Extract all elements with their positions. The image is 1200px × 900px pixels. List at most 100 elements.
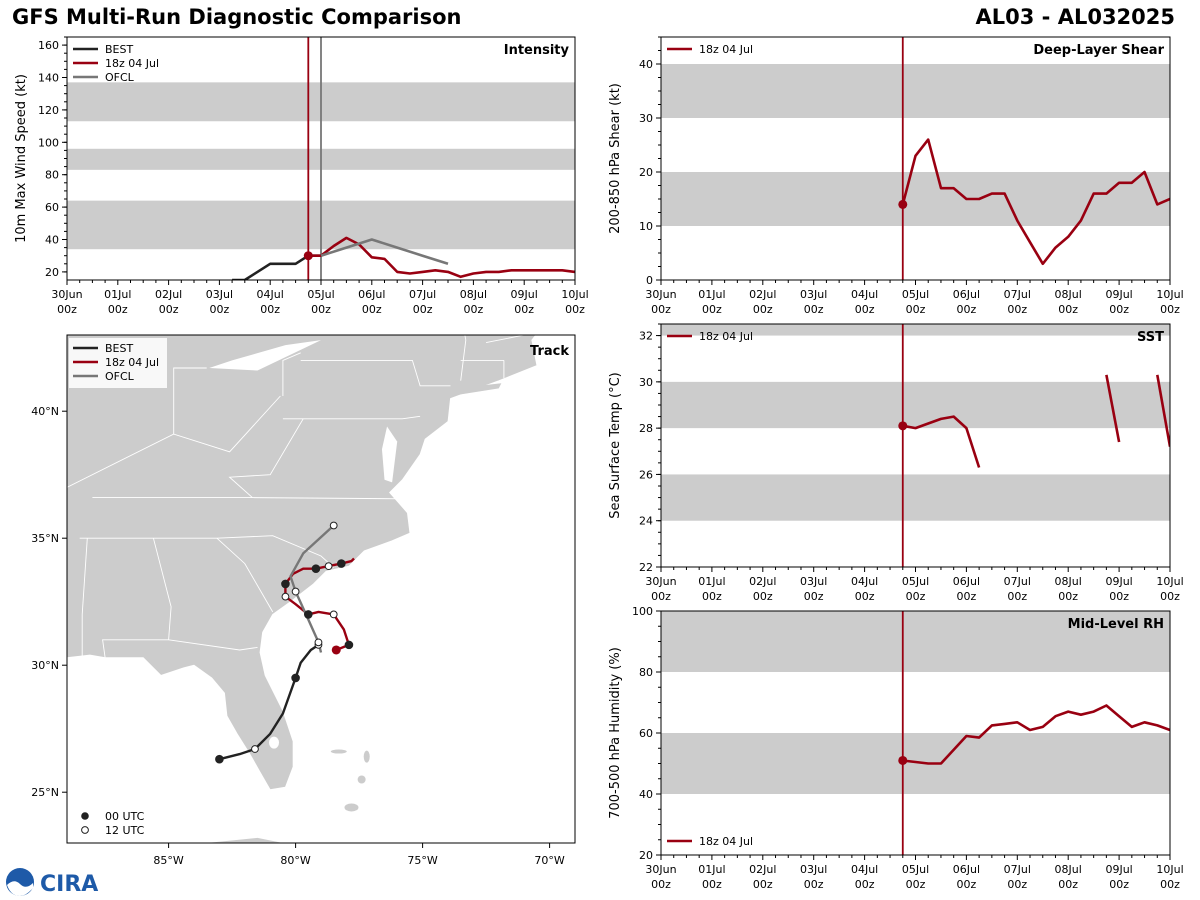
marker-legend-12utc xyxy=(81,826,89,834)
intensity-start-point xyxy=(303,251,313,261)
shear-xtick-hour: 00z xyxy=(804,303,824,316)
sst-series-run xyxy=(902,415,981,468)
sst-ytick-label: 30 xyxy=(639,376,653,389)
intensity-legend-label-ofcl: OFCL xyxy=(105,71,135,84)
rh-xtick-hour: 00z xyxy=(1109,878,1129,891)
intensity-xtick-hour: 00z xyxy=(260,303,280,316)
sst-plot-area xyxy=(661,324,1170,567)
track-map-area xyxy=(67,335,538,843)
intensity-xtick-hour: 00z xyxy=(565,303,585,316)
intensity-xtick-hour: 00z xyxy=(159,303,179,316)
shear-ytick-label: 10 xyxy=(639,220,653,233)
rh-xtick-hour: 00z xyxy=(753,878,773,891)
rh-title: Mid-Level RH xyxy=(1068,617,1164,632)
sst-xtick-date: 07Jul xyxy=(1004,575,1031,588)
lake-okeechobee xyxy=(269,736,280,749)
bahamas-island xyxy=(344,803,359,812)
shear-xtick-date: 10Jul xyxy=(1156,288,1183,301)
shear-xtick-date: 07Jul xyxy=(1004,288,1031,301)
intensity-xtick-hour: 00z xyxy=(362,303,382,316)
rh-xtick-hour: 00z xyxy=(702,878,722,891)
shear-ylabel: 200-850 hPa Shear (kt) xyxy=(608,83,623,234)
state-border xyxy=(67,395,281,488)
sst-series-run xyxy=(1105,374,1121,443)
intensity-ytick-label: 20 xyxy=(45,266,59,279)
sst-xtick-date: 08Jul xyxy=(1055,575,1082,588)
track-line-run xyxy=(284,557,355,652)
sst-title: SST xyxy=(1137,330,1164,345)
state-border xyxy=(491,335,492,336)
intensity-xtick-date: 06Jul xyxy=(358,288,385,301)
state-border xyxy=(486,335,526,344)
intensity-xtick-hour: 00z xyxy=(210,303,230,316)
state-border xyxy=(300,359,451,387)
shear-xtick-hour: 00z xyxy=(753,303,773,316)
intensity-xtick-date: 08Jul xyxy=(460,288,487,301)
sst-xtick-date: 04Jul xyxy=(851,575,878,588)
rh-xtick-date: 02Jul xyxy=(749,863,776,876)
track-ytick-label: 40°N xyxy=(31,405,59,418)
bahamas-island xyxy=(363,750,370,763)
cira-logo-text: CIRA xyxy=(40,872,98,897)
sst-xtick-hour: 00z xyxy=(702,590,722,603)
sst-legend-label-run: 18z 04 Jul xyxy=(699,330,753,343)
sst-ytick-label: 28 xyxy=(639,422,653,435)
bahamas-island xyxy=(330,749,347,754)
track-point-12utc xyxy=(324,562,333,571)
intensity-xtick-hour: 00z xyxy=(464,303,484,316)
noaa-wave-icon xyxy=(7,881,33,896)
shear-start-point xyxy=(898,199,908,209)
sst-xtick-hour: 00z xyxy=(1109,590,1129,603)
rh-xtick-date: 03Jul xyxy=(800,863,827,876)
sst-ytick-label: 24 xyxy=(639,515,653,528)
track-point-00utc xyxy=(215,754,224,764)
intensity-series-run xyxy=(308,236,575,279)
rh-xtick-date: 30Jun xyxy=(645,863,676,876)
track-xtick-label: 85°W xyxy=(153,854,183,867)
shear-xtick-hour: 00z xyxy=(1160,303,1180,316)
rh-xtick-date: 10Jul xyxy=(1156,863,1183,876)
track-legend-label-best: BEST xyxy=(105,342,133,355)
intensity-series-ofcl xyxy=(320,238,449,266)
state-border xyxy=(282,415,421,420)
track-xtick-label: 70°W xyxy=(534,854,564,867)
shear-xtick-hour: 00z xyxy=(1109,303,1129,316)
sst-ytick-label: 32 xyxy=(639,330,653,343)
chesapeake-bay xyxy=(381,426,398,483)
rh-ytick-label: 60 xyxy=(639,727,653,740)
sst-ytick-label: 22 xyxy=(639,561,653,574)
sst-xtick-hour: 00z xyxy=(906,590,926,603)
rh-xtick-date: 07Jul xyxy=(1004,863,1031,876)
shear-xtick-date: 03Jul xyxy=(800,288,827,301)
intensity-ytick-label: 80 xyxy=(45,169,59,182)
track-point-00utc xyxy=(344,640,354,650)
intensity-plot-area xyxy=(67,37,575,280)
rh-xtick-hour: 00z xyxy=(957,878,977,891)
marker-legend-12utc-label: 12 UTC xyxy=(105,824,145,837)
rh-ytick-label: 80 xyxy=(639,666,653,679)
storm-id: AL03 - AL032025 xyxy=(975,5,1176,29)
state-border xyxy=(173,367,207,435)
intensity-ytick-label: 160 xyxy=(38,39,59,52)
state-border xyxy=(282,352,301,396)
track-line-best xyxy=(219,643,320,761)
intensity-legend-label-run: 18z 04 Jul xyxy=(105,57,159,70)
track-point-00utc xyxy=(281,579,290,589)
sst-xtick-hour: 00z xyxy=(957,590,977,603)
sst-ytick-label: 26 xyxy=(639,468,653,481)
rh-legend-label-run: 18z 04 Jul xyxy=(699,835,753,848)
rh-ytick-label: 40 xyxy=(639,788,653,801)
sst-band xyxy=(661,324,1170,336)
intensity-ytick-label: 40 xyxy=(45,234,59,247)
sst-xtick-hour: 00z xyxy=(855,590,875,603)
track-title: Track xyxy=(530,344,569,359)
sst-frame xyxy=(660,323,1171,568)
intensity-ylabel: 10m Max Wind Speed (kt) xyxy=(14,74,29,243)
rh-xtick-hour: 00z xyxy=(855,878,875,891)
rh-xtick-hour: 00z xyxy=(1058,878,1078,891)
intensity-xtick-hour: 00z xyxy=(57,303,77,316)
intensity-xtick-date: 07Jul xyxy=(409,288,436,301)
cira-logo: CIRA xyxy=(6,868,98,897)
shear-band xyxy=(661,64,1170,118)
